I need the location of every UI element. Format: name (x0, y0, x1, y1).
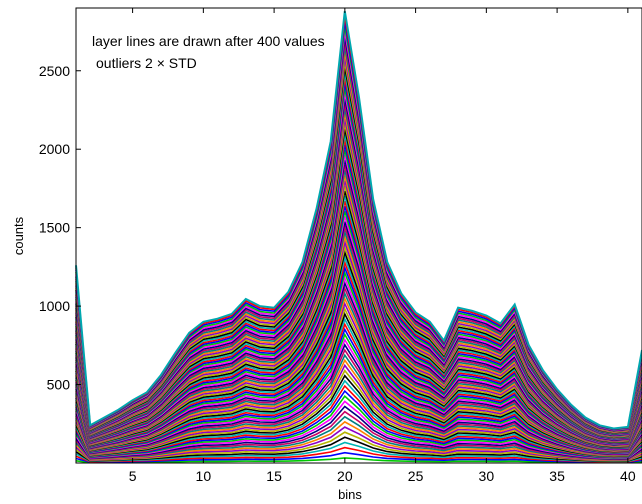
layer-line (75, 410, 642, 460)
x-tick-label: 20 (337, 468, 353, 484)
layer-line (75, 265, 642, 449)
layer-line (75, 338, 642, 455)
layer-lines (75, 10, 642, 464)
layer-line (75, 379, 642, 458)
layer-line (75, 275, 642, 450)
layer-line (75, 249, 642, 448)
layer-line (75, 436, 642, 462)
annotation-line-1: layer lines are drawn after 400 values (92, 33, 325, 49)
layer-line (75, 200, 642, 444)
layer-line (75, 312, 642, 453)
y-tick-label: 500 (47, 377, 71, 393)
layer-line (75, 420, 642, 461)
x-axis-label: bins (338, 487, 362, 502)
x-tick-label: 30 (479, 468, 495, 484)
layer-line (75, 270, 642, 450)
layer-line (75, 441, 642, 463)
layer-line (75, 400, 642, 460)
layer-line (75, 327, 642, 454)
layer-line (75, 301, 642, 452)
y-tick-label: 1000 (39, 298, 70, 314)
layer-line (75, 280, 642, 451)
layer-line (75, 363, 642, 457)
plot-frame (75, 7, 642, 464)
layer-line (75, 296, 642, 452)
x-tick-label: 15 (266, 468, 282, 484)
layer-line (75, 426, 642, 462)
y-tick-label: 2000 (39, 141, 70, 157)
layer-line (75, 431, 642, 462)
layer-line (75, 457, 642, 464)
x-tick-label: 10 (196, 468, 212, 484)
layer-line (75, 415, 642, 461)
layer-line (75, 369, 642, 457)
annotation-line-2: outliers 2 × STD (96, 55, 197, 71)
layer-line (75, 358, 642, 457)
layer-line (75, 322, 642, 454)
layer-line (75, 451, 642, 464)
layer-line (75, 389, 642, 459)
series-line-final (75, 10, 642, 430)
layer-line (75, 291, 642, 451)
layer-line (75, 332, 642, 455)
layer-line (75, 254, 642, 449)
layer-line (75, 239, 642, 447)
layer-line (75, 384, 642, 458)
layer-line (75, 395, 642, 459)
layer-line (75, 374, 642, 458)
x-tick-label: 35 (549, 468, 565, 484)
layer-line (75, 317, 642, 453)
layer-line (75, 228, 642, 447)
layer-line (75, 259, 642, 449)
layer-line (75, 348, 642, 456)
x-tick-label: 40 (620, 468, 636, 484)
layer-line (75, 405, 642, 460)
axis-ticks: 5 10 15 20 25 30 35 40 500 1000 1500 2000 2500 (39, 8, 636, 484)
x-tick-label: 5 (129, 468, 137, 484)
y-tick-label: 1500 (39, 220, 70, 236)
layer-line (75, 353, 642, 456)
y-axis-label: counts (11, 216, 26, 255)
layer-line (75, 221, 642, 446)
layer-line (75, 446, 642, 463)
layer-line (75, 285, 642, 451)
y-tick-label: 2500 (39, 63, 70, 79)
x-tick-label: 25 (408, 468, 424, 484)
layer-line (75, 343, 642, 455)
layer-line (75, 306, 642, 453)
